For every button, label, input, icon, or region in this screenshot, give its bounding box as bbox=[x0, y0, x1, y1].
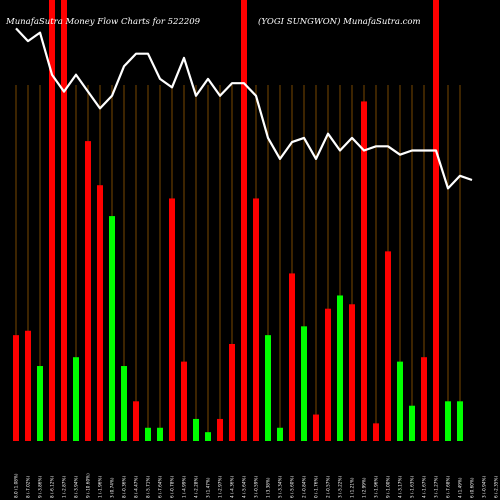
x-tick-label: 1 (-2.97%) bbox=[218, 476, 223, 498]
bar bbox=[373, 423, 379, 441]
x-tick-label: 6 (-5.60%) bbox=[290, 476, 295, 498]
x-tick-label: 3 (1.47%) bbox=[206, 477, 211, 498]
bar bbox=[85, 141, 91, 441]
bar bbox=[337, 295, 343, 441]
bar bbox=[457, 401, 463, 441]
bar-series bbox=[13, 0, 463, 442]
bar bbox=[253, 198, 259, 441]
x-tick-label: 4 (-2.28%) bbox=[194, 476, 199, 498]
x-tick-label: 1 (1.21%) bbox=[350, 477, 355, 498]
bar bbox=[61, 0, 67, 441]
bar bbox=[433, 0, 439, 441]
x-tick-label: 1 (-4.99%) bbox=[182, 476, 187, 498]
bar bbox=[109, 216, 115, 441]
x-tick-label: 4 (-4.36%) bbox=[230, 476, 235, 498]
bar bbox=[217, 418, 223, 441]
bar bbox=[385, 251, 391, 441]
bar bbox=[205, 432, 211, 441]
x-tick-label: 1 (2.99%) bbox=[362, 477, 367, 498]
chart-title-right: (YOGI SUNGWON) MunafaSutra.com bbox=[258, 16, 421, 27]
x-tick-label: 8 (-5.71%) bbox=[146, 476, 151, 498]
bar bbox=[349, 304, 355, 441]
bar bbox=[97, 185, 103, 441]
bar bbox=[37, 366, 43, 441]
bar bbox=[301, 326, 307, 441]
x-tick-label: 2 (-0.57%) bbox=[326, 476, 331, 498]
chart-title-left: MunafaSutra Money Flow Charts for 522209 bbox=[5, 17, 201, 27]
x-tick-label: 3 (-1.96%) bbox=[374, 476, 379, 498]
bar bbox=[181, 361, 187, 441]
x-tick-label: 9 (-1.00%) bbox=[386, 476, 391, 498]
bar bbox=[397, 361, 403, 441]
bar bbox=[25, 330, 31, 441]
x-tick-label: 5 (-3.34%) bbox=[278, 476, 283, 498]
x-tick-label: 3 (-1.27%) bbox=[434, 476, 439, 498]
bar bbox=[49, 0, 55, 441]
x-tick-label: 6 (-0.78%) bbox=[170, 476, 175, 498]
x-tick-label: 1 (-1.96%) bbox=[98, 476, 103, 498]
bar bbox=[229, 343, 235, 441]
bar bbox=[121, 366, 127, 441]
x-tick-label: 6 (0.60%) bbox=[470, 477, 475, 498]
x-tick-label: 3 (-5.22%) bbox=[338, 476, 343, 498]
bar bbox=[361, 101, 367, 442]
money-flow-line bbox=[15, 27, 473, 190]
x-tick-label: 6 (-2.35%) bbox=[494, 476, 499, 498]
bar bbox=[421, 357, 427, 441]
x-tick-label: 1 (3.38%) bbox=[266, 477, 271, 498]
x-axis-tick-labels: 8.0 (1.08%) 8 (-7.02%) 9 (-3.86%) 8 (-6.12%… bbox=[14, 473, 499, 498]
x-tick-label: 8 (-6.12%) bbox=[50, 476, 55, 498]
x-tick-label: 9 (-10.60%) bbox=[86, 473, 91, 498]
x-tick-label: 5 (-1.63%) bbox=[410, 476, 415, 498]
bar bbox=[265, 335, 271, 441]
bar bbox=[313, 414, 319, 441]
grid-lines bbox=[15, 85, 461, 441]
x-tick-label: 6 (-7.64%) bbox=[158, 476, 163, 498]
x-tick-label: 1 (-2.87%) bbox=[62, 476, 67, 498]
x-tick-label: 4 (-1.67%) bbox=[422, 476, 427, 498]
bar bbox=[13, 335, 19, 441]
x-tick-label: 2 (-0.84%) bbox=[302, 476, 307, 498]
bar bbox=[277, 427, 283, 441]
bar bbox=[157, 427, 163, 441]
bar bbox=[445, 401, 451, 441]
x-tick-label: 0 (-1.76%) bbox=[314, 476, 319, 498]
line-series-group bbox=[15, 27, 473, 190]
x-tick-label: 3 (-0.94%) bbox=[482, 476, 487, 498]
x-tick-label: 8 (-4.47%) bbox=[134, 476, 139, 498]
x-tick-label: 6 (-7.68%) bbox=[446, 476, 451, 498]
x-tick-label: 8 (-7.02%) bbox=[26, 476, 31, 498]
x-tick-label: 3 (0.74%) bbox=[110, 477, 115, 498]
bar bbox=[169, 198, 175, 441]
x-tick-label: 8 (-0.36%) bbox=[122, 476, 127, 498]
x-tick-label: 4 (1.49%) bbox=[458, 477, 463, 498]
x-tick-label: 3 (-0.59%) bbox=[254, 476, 259, 498]
bar bbox=[409, 405, 415, 441]
bar bbox=[193, 418, 199, 441]
x-tick-label: 9 (-3.86%) bbox=[38, 476, 43, 498]
bar bbox=[73, 357, 79, 441]
x-tick-label: 4 (-3.17%) bbox=[398, 476, 403, 498]
bar bbox=[289, 273, 295, 441]
bar bbox=[145, 427, 151, 441]
bar bbox=[133, 401, 139, 441]
x-tick-label: 8.0 (1.08%) bbox=[14, 473, 19, 498]
x-tick-label: 8 (-3.94%) bbox=[74, 476, 79, 498]
bar bbox=[325, 308, 331, 441]
bar bbox=[241, 0, 247, 441]
x-tick-label: 4 (-5.64%) bbox=[242, 476, 247, 498]
